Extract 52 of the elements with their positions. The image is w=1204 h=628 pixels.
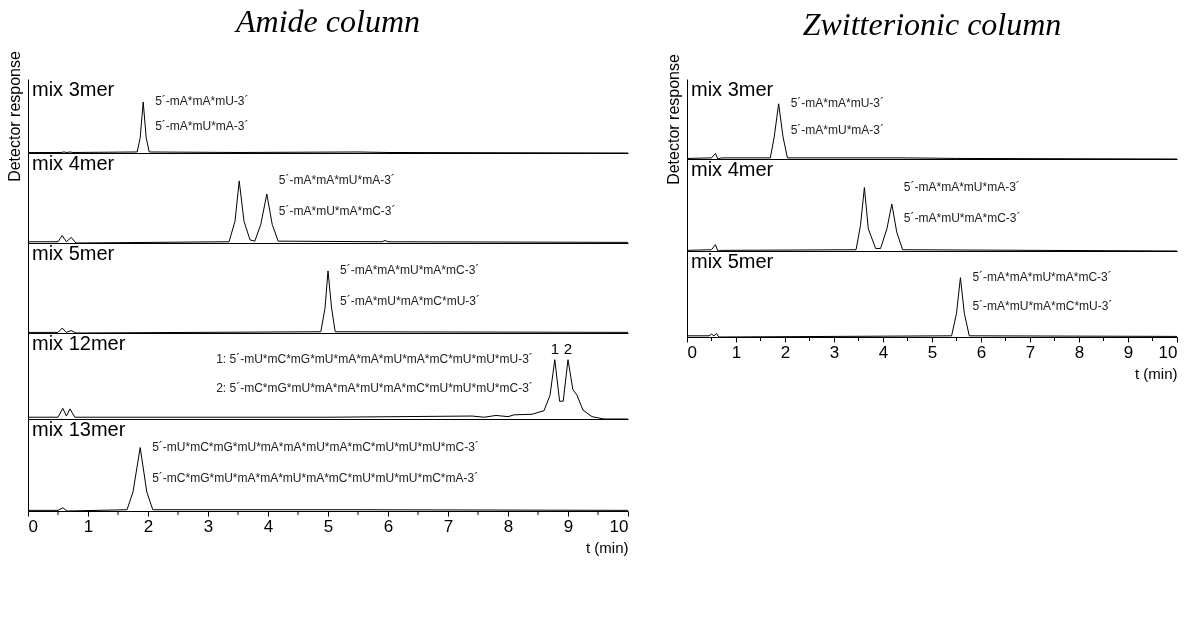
x-tick-label: 9 bbox=[563, 516, 574, 536]
chart-subtitle: mix 13mer bbox=[32, 418, 126, 440]
x-tick-label: 5 bbox=[927, 342, 938, 362]
chart-subtitle: mix 5mer bbox=[32, 242, 115, 264]
annotation: 5´-mA*mA*mU*mA*mC-3´ bbox=[340, 263, 480, 277]
annotation: 1: 5´-mU*mC*mG*mU*mA*mA*mU*mA*mC*mU*mU*mU-3´ bbox=[216, 351, 533, 366]
chart-subtitle: mix 3mer bbox=[691, 78, 774, 100]
x-tick-label: 6 bbox=[383, 516, 394, 536]
y-axis-title: Detector response bbox=[664, 54, 682, 185]
annotation: 5´-mA*mU*mA*mC-3´ bbox=[278, 203, 396, 218]
annotation: 5´-mA*mA*mU-3´ bbox=[790, 96, 884, 110]
chart-subtitle: mix 12mer bbox=[32, 332, 126, 354]
x-tick-label: 4 bbox=[878, 342, 889, 362]
annotation: 5´-mA*mU*mA*mC-3´ bbox=[903, 210, 1021, 225]
x-tick-label: 8 bbox=[503, 516, 514, 536]
x-tick-label: 0 bbox=[687, 342, 697, 362]
x-tick-label: 10 bbox=[609, 516, 629, 536]
x-tick-label: 8 bbox=[1074, 342, 1085, 362]
annotation: 5´-mA*mU*mA-3´ bbox=[790, 123, 884, 138]
annotation: 5´-mA*mU*mA-3´ bbox=[155, 119, 249, 134]
annotation: 5´-mA*mA*mU*mA-3´ bbox=[278, 173, 395, 187]
x-tick-label: 1 bbox=[731, 342, 742, 362]
x-tick-label: 6 bbox=[976, 342, 987, 362]
chart-title: Amide column bbox=[234, 2, 420, 39]
x-tick-label: 5 bbox=[323, 516, 334, 536]
x-tick-label: 2 bbox=[780, 342, 791, 362]
x-tick-label: 2 bbox=[143, 516, 154, 536]
x-tick-label: 3 bbox=[203, 516, 214, 536]
chart-subtitle: mix 3mer bbox=[32, 78, 115, 100]
annotation: 5´-mA*mU*mA*mC*mU-3´ bbox=[340, 293, 480, 308]
x-axis-title: t (min) bbox=[1135, 364, 1178, 382]
x-tick-label: 0 bbox=[28, 516, 38, 536]
x-tick-label: 4 bbox=[263, 516, 274, 536]
x-tick-label: 7 bbox=[1025, 342, 1036, 362]
annotation: 5´-mA*mU*mA*mC*mU-3´ bbox=[972, 299, 1113, 314]
y-axis-title: Detector response bbox=[5, 51, 23, 182]
x-tick-label: 10 bbox=[1158, 342, 1178, 362]
annotation: 2: 5´-mC*mG*mU*mA*mA*mU*mA*mC*mU*mU*mU*mC-3´ bbox=[216, 381, 533, 396]
x-tick-label: 1 bbox=[83, 516, 94, 536]
chart-title: Zwitterionic column bbox=[802, 5, 1062, 42]
x-tick-label: 9 bbox=[1123, 342, 1134, 362]
x-axis-title: t (min) bbox=[586, 538, 629, 556]
annotation: 5´-mC*mG*mU*mA*mA*mU*mA*mC*mU*mU*mU*mC*mA-3´ bbox=[152, 470, 479, 485]
annotation: 5´-mA*mA*mU*mA-3´ bbox=[903, 179, 1020, 194]
chart-subtitle: mix 5mer bbox=[691, 250, 774, 272]
x-tick-label: 3 bbox=[829, 342, 840, 362]
x-tick-label: 7 bbox=[443, 516, 454, 536]
chart-subtitle: mix 4mer bbox=[691, 158, 774, 180]
annotation: 5´-mU*mC*mG*mU*mA*mA*mU*mA*mC*mU*mU*mU*mC-3´ bbox=[152, 439, 479, 454]
annotation: 5´-mA*mA*mU*mA*mC-3´ bbox=[972, 269, 1112, 284]
chart-subtitle: mix 4mer bbox=[32, 152, 115, 174]
annotation: 5´-mA*mA*mU-3´ bbox=[155, 94, 249, 109]
